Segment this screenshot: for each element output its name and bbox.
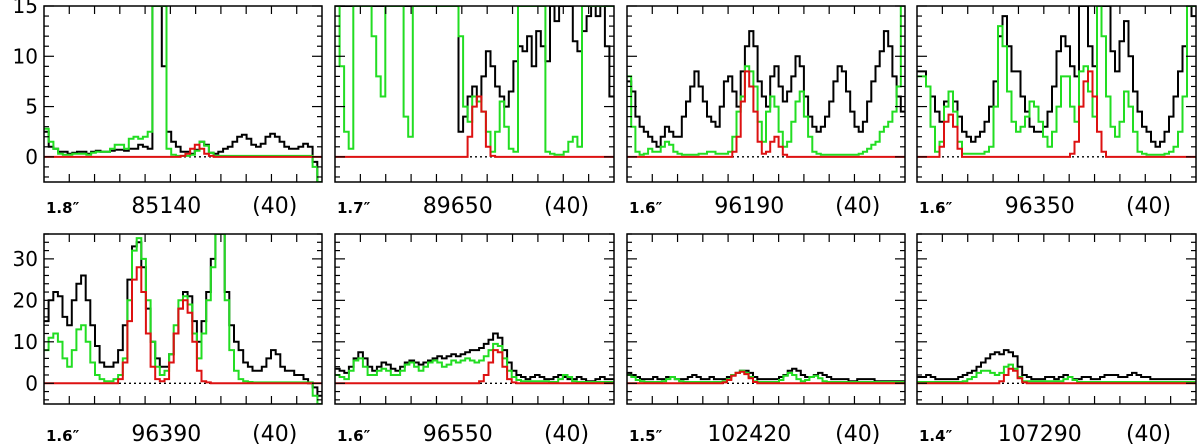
model-line-spectrum	[917, 70, 1196, 158]
frequency-label: 96390	[131, 422, 201, 447]
spectrum-panel: 1.6″ 96350 (40)	[916, 5, 1197, 219]
beam-size-label: 1.6″	[629, 199, 663, 217]
model-total-spectrum	[335, 342, 614, 383]
spectrum-panel: 1.4″ 107290 (40)	[916, 233, 1197, 447]
panel-frame	[43, 5, 323, 183]
beam-size-label: 1.6″	[919, 199, 953, 217]
y-tick-label: 15	[13, 0, 38, 18]
model-line-spectrum	[627, 370, 905, 385]
observed-spectrum	[917, 6, 1196, 148]
k-label: (40)	[544, 422, 589, 447]
model-line-spectrum	[627, 70, 905, 158]
observed-spectrum	[335, 6, 614, 133]
panel-frame	[626, 5, 906, 183]
y-tick-label: 20	[13, 288, 38, 312]
y-tick-label: 30	[13, 247, 38, 271]
panel-frame	[334, 233, 615, 405]
beam-size-label: 1.6″	[46, 427, 80, 445]
series-group	[44, 6, 322, 182]
frequency-label: 96190	[714, 194, 784, 219]
beam-size-label: 1.6″	[337, 427, 371, 445]
spectrum-panel: 0 10 20 30 1.6″ 96390 (40)	[13, 233, 323, 447]
series-group	[335, 6, 614, 158]
y-tick-label: 10	[13, 330, 38, 354]
y-tick-label: 0	[25, 145, 38, 169]
spectrum-panel: 1.7″ 89650 (40)	[334, 5, 615, 219]
panel-frame	[334, 5, 615, 183]
spectrum-panel: 0 5 10 15 1.8″ 85140 (40)	[13, 0, 323, 219]
panel-frame	[43, 233, 323, 405]
model-total-spectrum	[44, 234, 322, 404]
observed-spectrum	[44, 234, 322, 397]
model-line-spectrum	[917, 367, 1196, 385]
beam-size-label: 1.4″	[919, 427, 953, 445]
k-label: (40)	[252, 194, 297, 219]
k-label: (40)	[1126, 422, 1171, 447]
model-line-spectrum	[44, 143, 322, 158]
model-line-spectrum	[44, 266, 322, 385]
k-label: (40)	[544, 194, 589, 219]
frequency-label: 85140	[131, 194, 201, 219]
panel-frame	[916, 233, 1197, 405]
series-group	[335, 332, 614, 385]
model-total-spectrum	[627, 6, 905, 156]
spectrum-panel: 1.6″ 96190 (40)	[626, 5, 906, 219]
panel-frame	[626, 233, 906, 405]
k-label: (40)	[835, 194, 880, 219]
panel-frame	[916, 5, 1197, 183]
frequency-label: 102420	[707, 422, 791, 447]
frequency-label: 96550	[423, 422, 493, 447]
y-tick-label: 10	[13, 44, 38, 68]
frequency-label: 107290	[998, 422, 1082, 447]
series-group	[917, 6, 1196, 158]
model-line-spectrum	[335, 349, 614, 385]
y-tick-label: 0	[25, 371, 38, 395]
frequency-label: 96350	[1005, 194, 1075, 219]
series-group	[917, 349, 1196, 385]
y-tick-label: 5	[25, 95, 38, 119]
frequency-label: 89650	[423, 194, 493, 219]
k-label: (40)	[252, 422, 297, 447]
series-group	[627, 367, 905, 385]
model-total-spectrum	[917, 363, 1196, 383]
beam-size-label: 1.5″	[629, 427, 663, 445]
model-line-spectrum	[335, 95, 614, 158]
spectrum-panel: 1.6″ 96550 (40)	[334, 233, 615, 447]
k-label: (40)	[1126, 194, 1171, 219]
beam-size-label: 1.8″	[46, 199, 80, 217]
beam-size-label: 1.7″	[337, 199, 371, 217]
k-label: (40)	[835, 422, 880, 447]
series-group	[627, 6, 905, 158]
spectrum-panel: 1.5″ 102420 (40)	[626, 233, 906, 447]
series-group	[44, 234, 322, 404]
observed-spectrum	[627, 30, 905, 148]
observed-spectrum	[917, 349, 1196, 381]
